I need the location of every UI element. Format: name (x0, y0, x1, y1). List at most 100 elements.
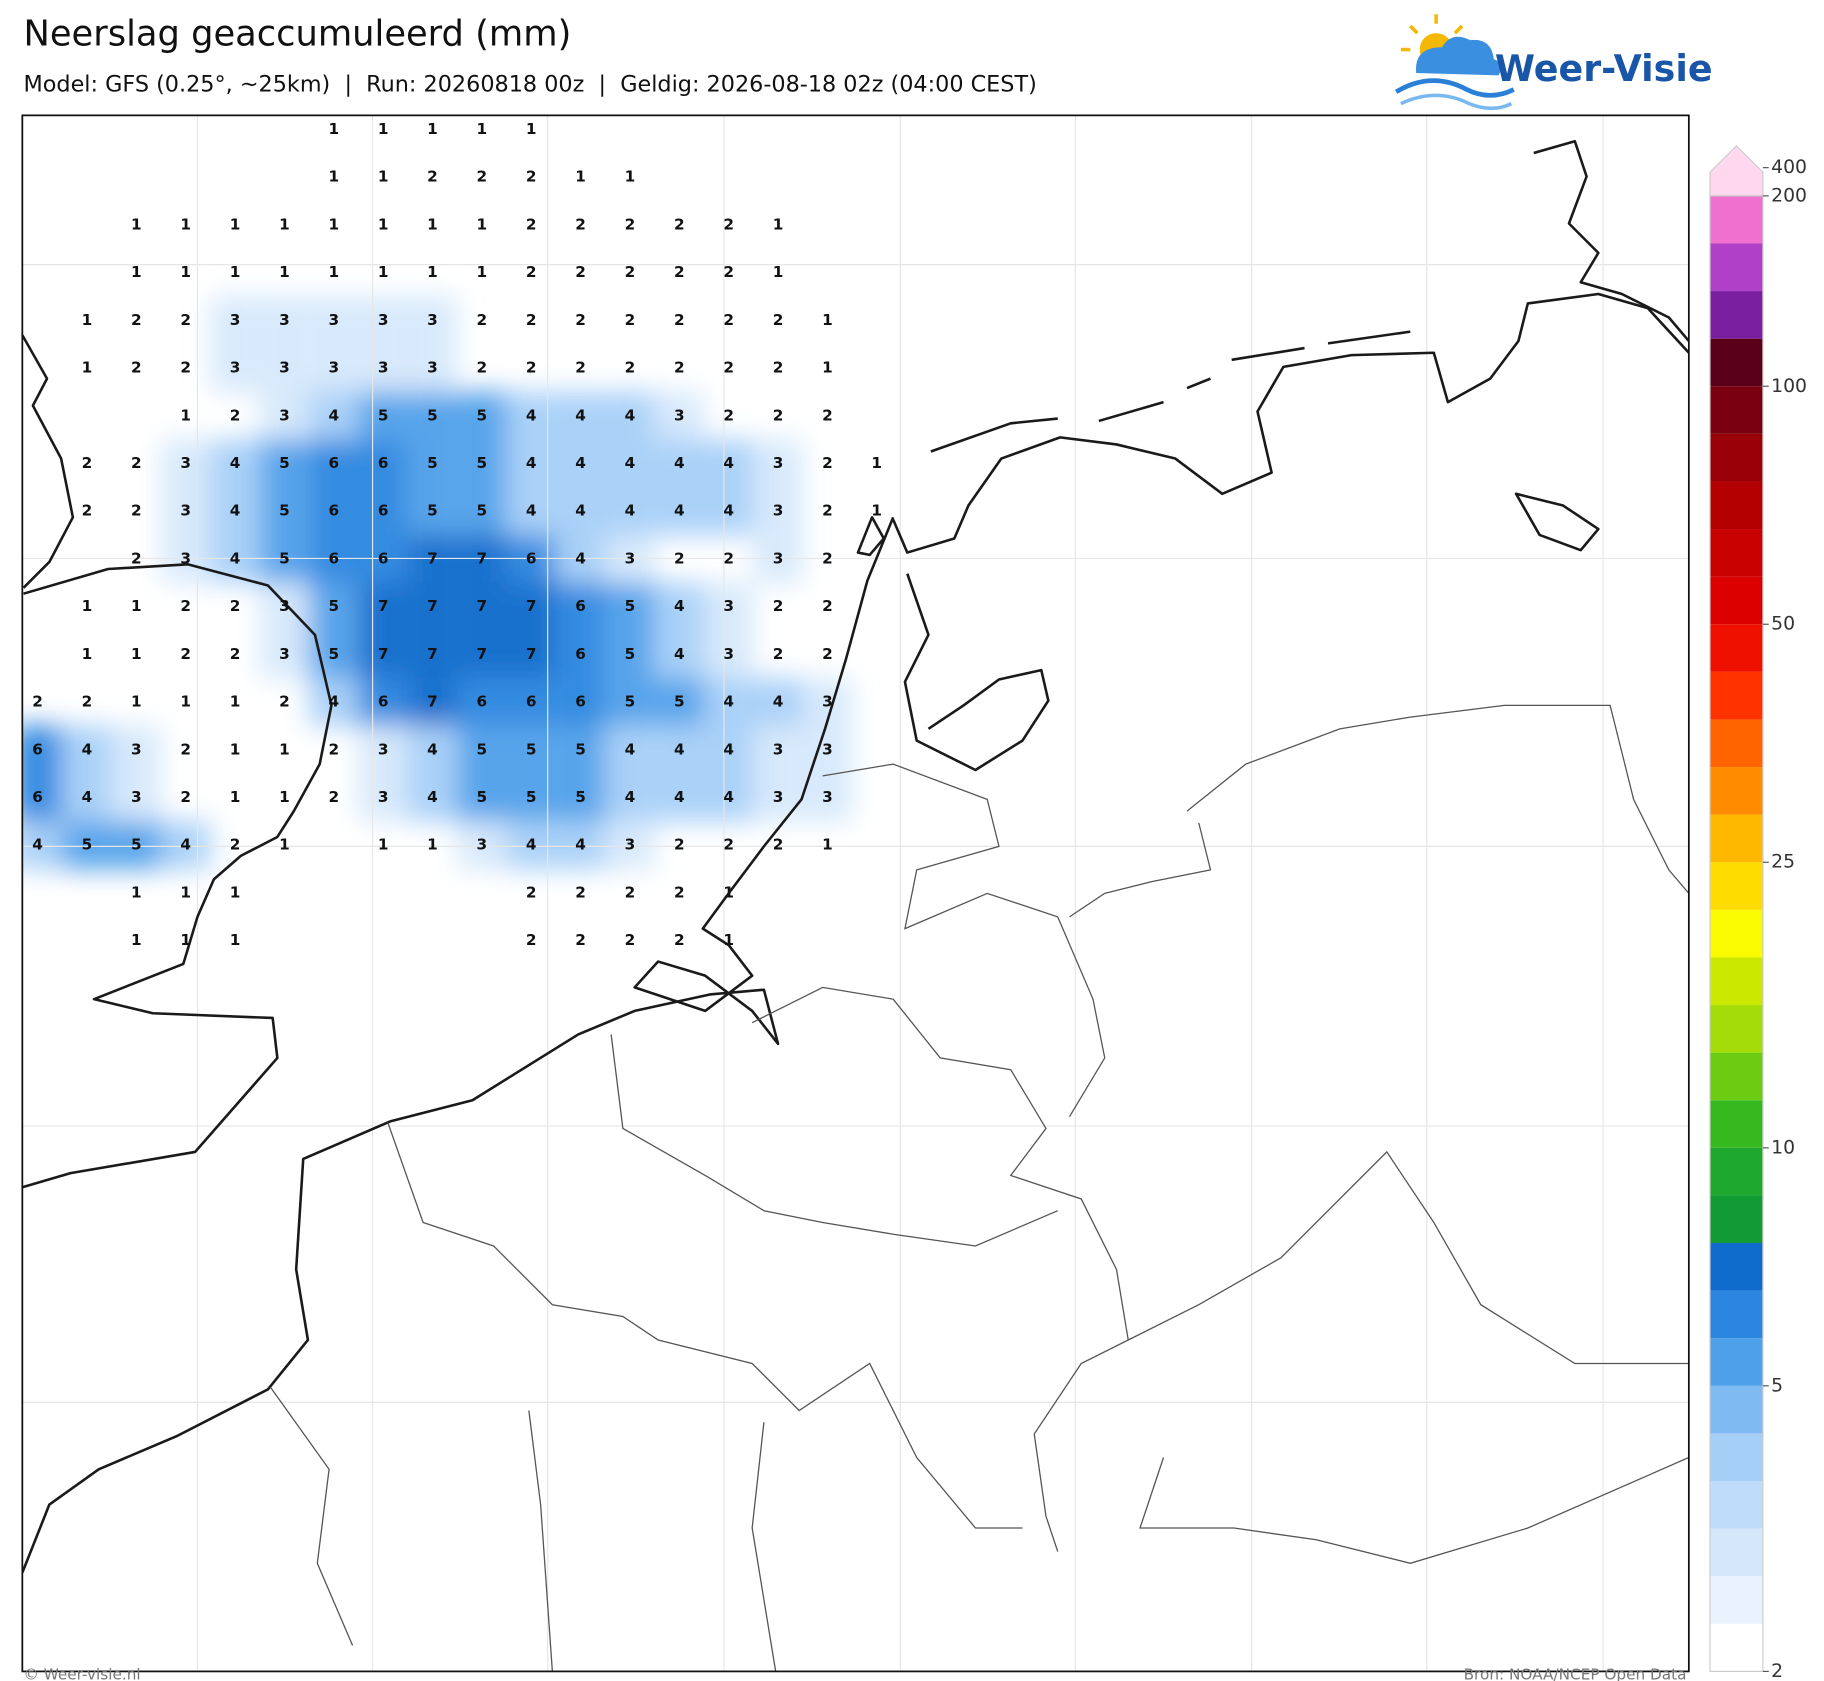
precip-value: 2 (230, 406, 241, 424)
precip-value: 5 (526, 740, 537, 758)
colorbar-bin (1710, 291, 1763, 339)
precip-cell (753, 487, 803, 536)
precip-value: 2 (625, 359, 636, 377)
precip-value: 1 (279, 263, 290, 281)
precip-value: 1 (427, 215, 438, 233)
precip-value: 2 (575, 311, 586, 329)
footer-left: © Weer-visie.nl (24, 1666, 141, 1681)
precip-value: 4 (674, 502, 685, 520)
precip-cell (309, 343, 359, 393)
precip-cell (457, 773, 507, 822)
precip-value: 2 (575, 359, 586, 377)
precip-cell (654, 773, 704, 822)
precip-value: 1 (180, 215, 191, 233)
precip-value: 5 (131, 836, 142, 854)
colorbar-bin (1710, 1243, 1763, 1291)
precip-value: 5 (328, 645, 339, 663)
precip-cell (210, 487, 260, 536)
colorbar-bin (1710, 624, 1763, 672)
colorbar-bin (1710, 1005, 1763, 1053)
precip-cell (358, 439, 408, 488)
precip-value: 3 (723, 597, 734, 615)
footer-right: Bron: NOAA/NCEP Open Data (1464, 1666, 1687, 1681)
precip-value: 1 (477, 120, 488, 138)
precip-value: 1 (180, 693, 191, 711)
colorbar-bin (1710, 1433, 1763, 1482)
precip-value: 2 (723, 215, 734, 233)
precip-cell (210, 296, 260, 345)
precip-value: 2 (674, 263, 685, 281)
precip-cell (753, 725, 803, 774)
precip-value: 2 (723, 549, 734, 567)
precip-value: 3 (180, 549, 191, 567)
precip-cell (407, 630, 458, 679)
precip-cell (605, 439, 655, 488)
precip-value: 5 (575, 788, 586, 806)
precip-value: 4 (674, 740, 685, 758)
colorbar-bin (1710, 957, 1763, 1006)
precip-value: 5 (477, 502, 488, 520)
precip-value: 1 (427, 120, 438, 138)
precip-value: 4 (625, 406, 636, 424)
precip-value: 2 (230, 836, 241, 854)
precip-cell (111, 773, 162, 822)
precip-value: 2 (477, 311, 488, 329)
precip-value: 1 (378, 120, 389, 138)
precip-cell (259, 487, 310, 536)
precip-value: 3 (131, 788, 142, 806)
precip-value: 5 (427, 406, 438, 424)
precip-value: 5 (82, 836, 93, 854)
colorbar-bin (1710, 1385, 1763, 1434)
precip-cell (457, 677, 507, 727)
precip-value: 1 (526, 120, 537, 138)
precip-value: 6 (32, 788, 43, 806)
precip-value: 4 (723, 693, 734, 711)
precip-cell (654, 582, 704, 631)
precip-value: 2 (773, 311, 784, 329)
precip-value: 4 (526, 502, 537, 520)
precip-cell (407, 725, 458, 774)
precip-value: 6 (32, 740, 43, 758)
precip-cell (753, 439, 803, 488)
precip-value: 1 (625, 168, 636, 186)
precip-value: 7 (477, 597, 488, 615)
precip-cell (407, 773, 458, 822)
precip-value: 2 (625, 215, 636, 233)
precip-cell (358, 296, 408, 345)
precip-value: 4 (526, 406, 537, 424)
precip-value: 5 (477, 406, 488, 424)
colorbar-bin (1710, 433, 1763, 482)
precip-value: 3 (279, 406, 290, 424)
precip-value: 6 (575, 645, 586, 663)
precip-value: 2 (131, 359, 142, 377)
precip-value: 2 (822, 454, 833, 472)
precip-value: 2 (723, 359, 734, 377)
precip-cell (654, 439, 704, 488)
colorbar-bin (1710, 767, 1763, 815)
colorbar-tick-label: 25 (1771, 852, 1795, 873)
precip-cell (111, 821, 162, 870)
precip-value: 2 (526, 215, 537, 233)
precip-value: 7 (378, 645, 389, 663)
precip-value: 4 (674, 597, 685, 615)
precip-value: 3 (131, 740, 142, 758)
precip-value: 5 (427, 454, 438, 472)
precip-value: 1 (82, 597, 93, 615)
precip-cell (605, 391, 655, 440)
precip-value: 3 (378, 311, 389, 329)
precip-value: 2 (230, 645, 241, 663)
precip-value: 2 (773, 836, 784, 854)
precip-value: 2 (723, 311, 734, 329)
precip-value: 3 (279, 597, 290, 615)
precip-cell (753, 773, 803, 822)
precip-cell (605, 582, 655, 631)
precip-value: 1 (279, 836, 290, 854)
precip-value: 2 (674, 311, 685, 329)
precip-value: 6 (477, 693, 488, 711)
precip-value: 4 (526, 454, 537, 472)
precip-cell (605, 487, 655, 536)
precip-value: 3 (625, 836, 636, 854)
precip-value: 1 (82, 311, 93, 329)
colorbar-bin (1710, 338, 1763, 387)
colorbar-tick-label: 10 (1771, 1137, 1795, 1158)
